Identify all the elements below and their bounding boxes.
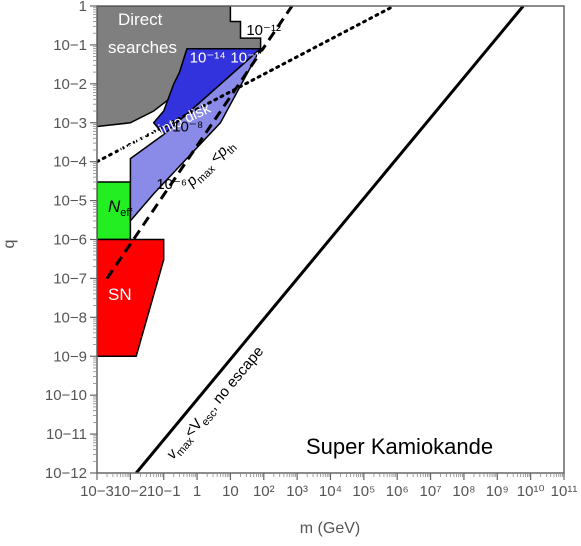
annotation-c10: 10⁻¹⁰ (230, 50, 266, 67)
x-tick-label: 10³ (286, 483, 308, 500)
lines-layer (97, 6, 525, 473)
y-axis-ticks: 1 10−1 10−2 10−3 10−4 10−5 10−6 10−7 10−8 10−9 10−… (45, 0, 97, 482)
region-sn (97, 238, 165, 358)
x-tick-label: 10−2 (113, 483, 147, 500)
y-tick-label: 10−6 (53, 232, 87, 249)
y-tick-label: 10−1 (53, 37, 87, 54)
direct-searches-label: Direct searches (108, 10, 177, 57)
annotation-c12: 10⁻¹² (246, 22, 281, 39)
x-tick-label: 10⁶ (386, 483, 409, 500)
direct-label-line2: searches (108, 38, 177, 57)
y-tick-label: 10−12 (45, 465, 87, 482)
contour-annotations: 10⁻¹² 10⁻¹⁴ 10⁻¹⁰ 10⁻⁸ 10⁻⁶ (156, 22, 281, 193)
sn-label: SN (108, 285, 132, 304)
line-no_escape (135, 6, 525, 473)
line-collapse (97, 6, 396, 164)
x-axis-title: m (GeV) (300, 520, 360, 537)
y-tick-label: 10−7 (53, 270, 87, 287)
y-tick-label: 10−8 (53, 309, 87, 326)
x-tick-label: 10 (222, 483, 239, 500)
x-tick-label: 10⁹ (486, 483, 509, 500)
y-tick-label: 1 (79, 0, 87, 15)
no-escape-label: vmax<Vesc, no escape (163, 343, 269, 464)
x-tick-label: 10−1 (147, 483, 181, 500)
x-tick-label: 10⁷ (420, 483, 442, 500)
experiment-label: Super Kamiokande (306, 434, 493, 459)
x-tick-label: 10⁵ (352, 483, 375, 500)
y-tick-label: 10−11 (46, 426, 87, 443)
x-tick-label: 10¹¹ (551, 483, 578, 500)
line-pth (105, 6, 294, 280)
y-tick-label: 10−2 (53, 76, 87, 93)
x-tick-label: 10⁸ (452, 483, 475, 500)
x-axis-ticks: 10−3 10−2 10−1 1 10 10² 10³ 10⁴ 10⁵ 10⁶ 10⁷ 10⁸ 10⁹ 1… (80, 473, 577, 500)
x-tick-label: 1 (193, 483, 201, 500)
direct-label-line1: Direct (118, 10, 163, 29)
y-tick-label: 10−9 (53, 348, 87, 365)
annotation-c14: 10⁻¹⁴ (190, 50, 226, 67)
y-tick-label: 10−5 (53, 193, 87, 210)
annotation-c8: 10⁻⁸ (172, 118, 203, 135)
neff-label: Neff (108, 197, 133, 219)
y-tick-label: 10−10 (45, 387, 87, 404)
x-tick-label: 10⁴ (319, 483, 342, 500)
y-axis-title: q (1, 240, 18, 249)
annotation-c6: 10⁻⁶ (156, 176, 187, 193)
y-tick-label: 10−4 (53, 154, 87, 171)
x-tick-label: 10² (253, 483, 275, 500)
x-tick-label: 10¹⁰ (517, 483, 545, 500)
y-tick-label: 10−3 (53, 115, 87, 132)
x-tick-label: 10−3 (80, 483, 114, 500)
